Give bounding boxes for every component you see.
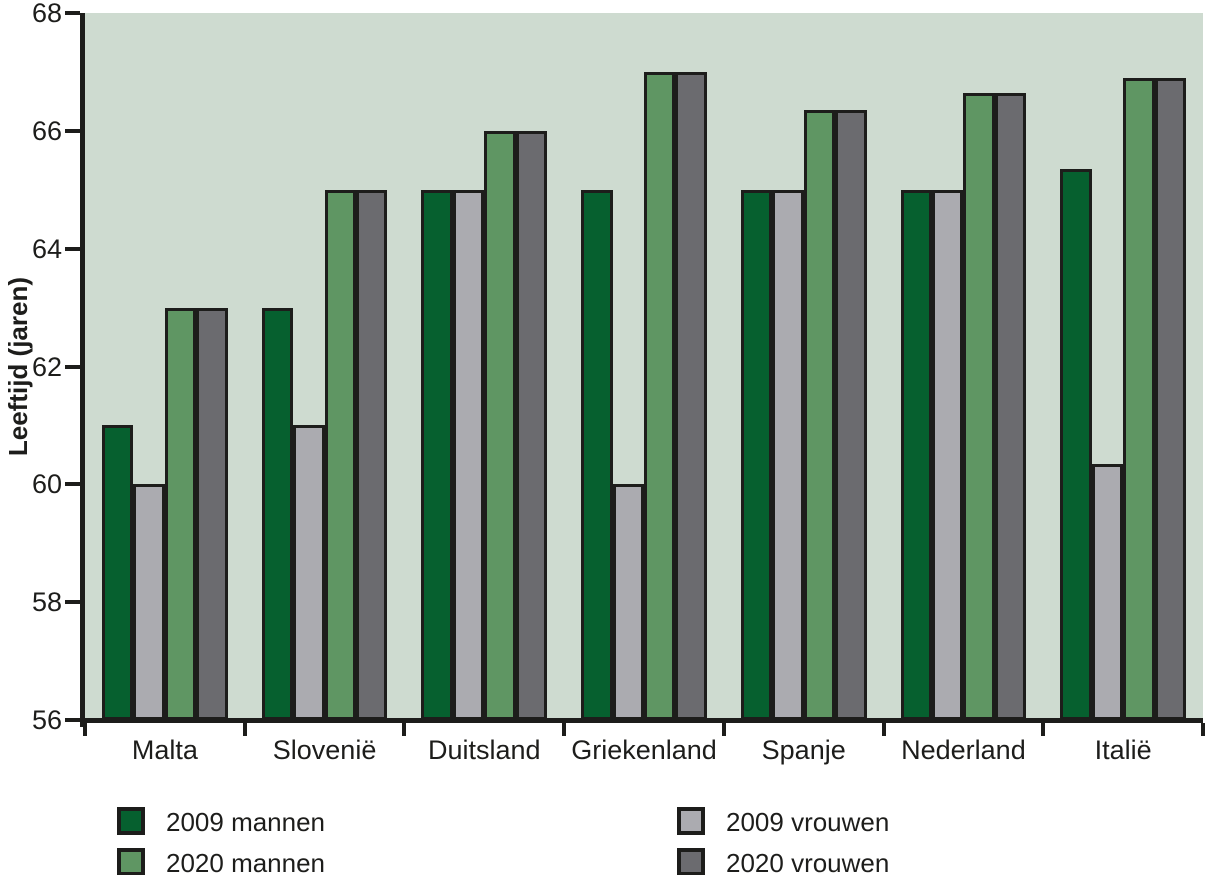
bar-2020-mannen-griekenland xyxy=(644,71,676,720)
x-tick xyxy=(242,723,247,736)
legend-swatch xyxy=(117,807,145,835)
legend-label: 2020 mannen xyxy=(166,848,326,875)
y-tick xyxy=(65,364,80,369)
bar-2009-mannen-italië xyxy=(1060,169,1092,720)
bar-2020-mannen-spanje xyxy=(803,110,836,720)
x-axis-label-slovenië: Slovenië xyxy=(272,735,377,765)
x-tick xyxy=(83,723,87,736)
bar-2020-mannen-duitsland xyxy=(484,130,516,720)
bar-2009-vrouwen-nederland xyxy=(932,189,964,720)
x-axis-label-italië: Italië xyxy=(1094,735,1152,765)
y-tick xyxy=(65,718,80,722)
legend-label: 2009 vrouwen xyxy=(726,807,890,837)
bar-2020-vrouwen-malta xyxy=(196,307,228,720)
y-tick-label: 60 xyxy=(31,469,62,500)
bar-2020-mannen-malta xyxy=(164,307,197,720)
x-tick xyxy=(1041,723,1046,736)
bar-2020-vrouwen-duitsland xyxy=(515,130,548,720)
y-tick-label: 66 xyxy=(31,115,62,146)
x-tick xyxy=(1201,723,1205,736)
bar-2009-mannen-nederland xyxy=(900,189,933,720)
bar-2020-mannen-italië xyxy=(1123,77,1155,720)
bar-2009-vrouwen-spanje xyxy=(772,189,804,720)
bar-2009-vrouwen-duitsland xyxy=(452,189,485,720)
bar-2009-vrouwen-italië xyxy=(1091,463,1124,720)
bar-2009-vrouwen-malta xyxy=(133,484,165,720)
x-tick xyxy=(402,723,407,736)
y-tick xyxy=(65,128,80,133)
bar-2020-mannen-slovenië xyxy=(324,189,356,720)
y-tick xyxy=(65,482,80,487)
bar-2020-vrouwen-spanje xyxy=(835,110,867,720)
y-axis-title: Leeftijd (jaren) xyxy=(2,276,33,457)
bar-2009-mannen-duitsland xyxy=(421,189,453,720)
bar-2020-mannen-nederland xyxy=(963,92,995,720)
bar-2009-mannen-malta xyxy=(102,425,134,720)
x-tick xyxy=(721,723,726,736)
y-tick-label: 62 xyxy=(31,351,62,382)
bar-2009-vrouwen-griekenland xyxy=(612,484,644,720)
y-tick-label: 58 xyxy=(31,587,62,618)
bar-2020-vrouwen-italië xyxy=(1154,77,1186,720)
legend-swatch xyxy=(677,848,705,875)
y-tick xyxy=(65,11,80,15)
y-axis-line xyxy=(80,13,85,727)
y-tick xyxy=(65,600,80,605)
x-tick xyxy=(881,723,886,736)
legend-swatch xyxy=(117,848,145,875)
x-tick xyxy=(562,723,567,736)
x-axis-label-griekenland: Griekenland xyxy=(571,735,717,765)
legend-label: 2020 vrouwen xyxy=(726,848,890,875)
y-tick-label: 64 xyxy=(31,233,62,264)
x-axis-label-malta: Malta xyxy=(131,735,198,765)
x-axis-label-nederland: Nederland xyxy=(901,735,1026,765)
bar-2020-vrouwen-griekenland xyxy=(675,71,707,720)
bar-2020-vrouwen-nederland xyxy=(994,92,1027,720)
x-axis-label-spanje: Spanje xyxy=(761,735,846,765)
x-axis-label-duitsland: Duitsland xyxy=(428,735,541,765)
bar-2020-vrouwen-slovenië xyxy=(355,189,388,720)
bar-2009-vrouwen-slovenië xyxy=(293,425,325,720)
legend-label: 2009 mannen xyxy=(166,807,326,837)
legend-swatch xyxy=(677,807,705,835)
y-tick-label: 56 xyxy=(31,705,62,735)
y-axis-title-wrap: Leeftijd (jaren) xyxy=(0,13,36,720)
y-tick-label: 68 xyxy=(31,0,62,28)
x-axis-line xyxy=(80,718,1203,723)
y-tick xyxy=(65,246,80,251)
bar-2009-mannen-slovenië xyxy=(261,307,294,720)
bar-2009-mannen-griekenland xyxy=(581,189,613,720)
bar-2009-mannen-spanje xyxy=(740,189,773,720)
